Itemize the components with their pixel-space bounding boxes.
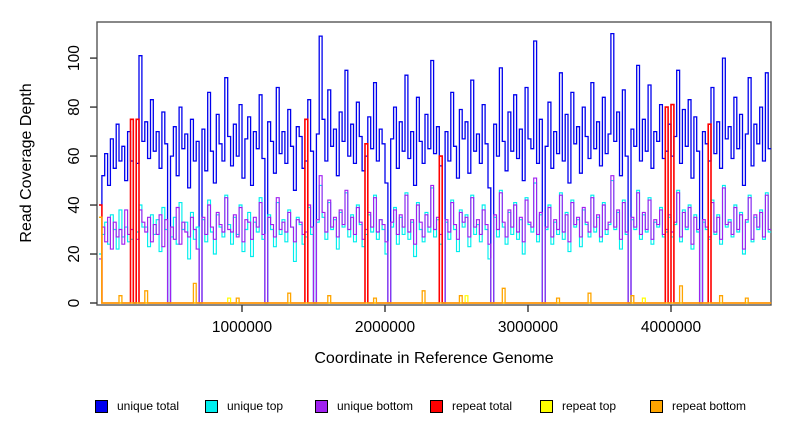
legend-label: unique top [227,399,284,413]
legend-swatch-unique-top [205,399,218,413]
legend-item-repeat-bottom: repeat bottom [650,396,746,416]
y-tick-label: 100 [66,45,83,71]
y-tick-label: 40 [66,196,83,214]
y-tick-label: 20 [66,245,83,263]
x-tick-label: 3000000 [498,319,559,336]
x-tick-label: 4000000 [641,319,702,336]
series-repeat-bottom [99,216,772,304]
plot-border [96,21,772,306]
legend-swatch-repeat-total [430,399,443,413]
series-unique-total [99,32,772,304]
legend-swatch-unique-total [95,399,108,413]
series-unique-bottom [99,175,772,304]
legend-item-unique-bottom: unique bottom [315,396,413,416]
legend-item-repeat-total: repeat total [430,396,512,416]
legend-item-repeat-top: repeat top [540,396,616,416]
legend-label: repeat bottom [672,399,747,413]
x-tick-label: 1000000 [212,319,273,336]
legend-swatch-unique-bottom [315,399,328,413]
y-tick-label: 60 [66,147,83,165]
plot-layers: 0 20 40 60 80 100 1000000 2000000 3000000 4000000 [66,21,772,336]
legend-label: repeat top [562,399,617,413]
legend-item-unique-top: unique top [205,396,283,416]
legend-label: unique total [117,399,180,413]
y-axis-title: Read Coverage Depth [18,83,35,242]
legend-item-unique-total: unique total [95,396,179,416]
legend-swatch-repeat-bottom [650,399,663,413]
legend-label: repeat total [452,399,513,413]
x-axis-title: Coordinate in Reference Genome [314,350,553,367]
series-repeat-total [99,103,772,304]
y-tick-label: 0 [66,298,83,307]
x-tick-label: 2000000 [355,319,416,336]
legend-swatch-repeat-top [540,399,553,413]
y-tick-label: 80 [66,98,83,116]
chart-legend: unique total unique top unique bottom repea… [0,396,792,416]
legend-label: unique bottom [337,399,414,413]
